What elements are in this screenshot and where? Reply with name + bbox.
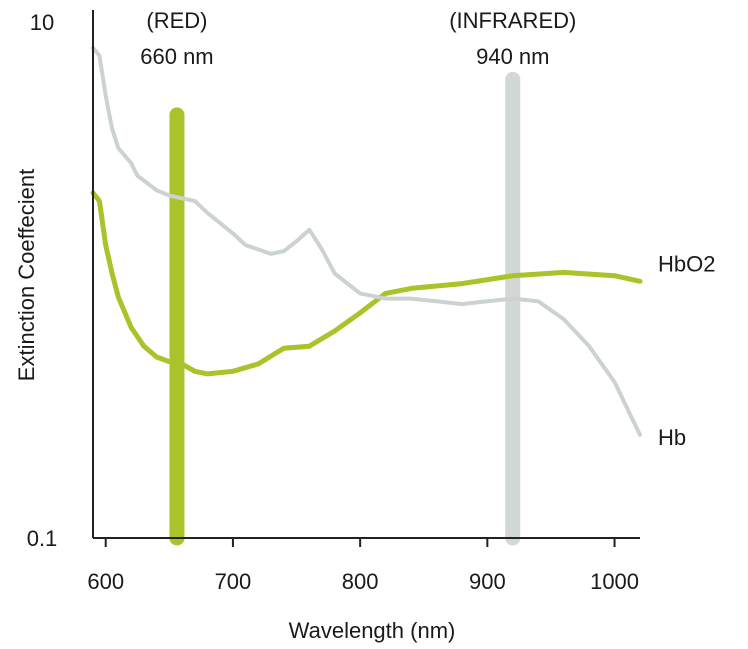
wavelength-bands: [169, 71, 521, 546]
series-line-hbo2: [90, 190, 643, 377]
x-tick-label-900: 900: [469, 569, 506, 594]
y-axis-title: Extinction Coeffecient: [14, 169, 39, 381]
band-sublabel-1: 940 nm: [476, 44, 549, 69]
band-label-1: (INFRARED): [449, 8, 576, 33]
x-axis-title: Wavelength (nm): [289, 618, 456, 643]
band-sublabel-0: 660 nm: [140, 44, 213, 69]
y-tick-label-1: 10: [30, 10, 54, 35]
band-label-0: (RED): [146, 8, 207, 33]
x-tick-label-700: 700: [215, 569, 252, 594]
series-label-hb: Hb: [658, 425, 686, 450]
axes: [92, 10, 640, 547]
series-line-hb: [91, 45, 642, 437]
y-tick-label-0: 0.1: [27, 526, 58, 551]
x-tick-label-1000: 1000: [590, 569, 639, 594]
chart-labels: (RED) 660 nm (INFRARED) 940 nm HbO2 Hb 600 700 8…: [14, 8, 715, 643]
series-lines: [90, 45, 643, 437]
series-label-hbo2: HbO2: [658, 251, 715, 276]
x-tick-label-600: 600: [87, 569, 124, 594]
x-tick-label-800: 800: [342, 569, 379, 594]
